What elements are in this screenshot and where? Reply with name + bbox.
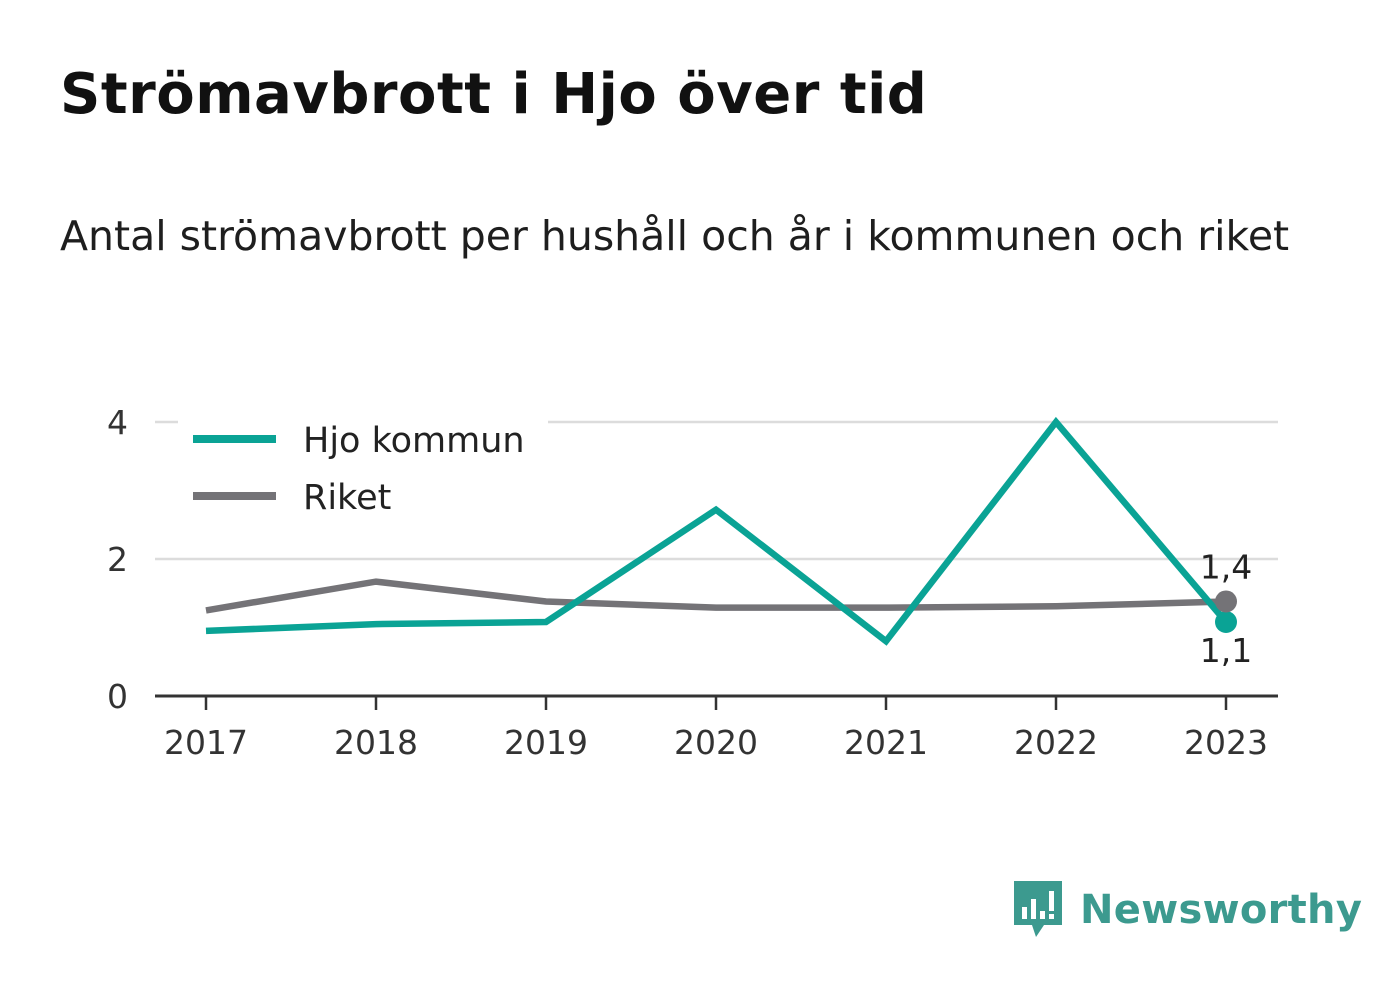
newsworthy-brand: Newsworthy — [1010, 878, 1362, 942]
legend-label-riket: Riket — [303, 478, 391, 518]
x-tick-label-2019: 2019 — [504, 723, 588, 762]
brand-name: Newsworthy — [1080, 887, 1363, 933]
newsworthy-logo-icon — [1014, 881, 1062, 937]
chart-subtitle: Antal strömavbrott per hushåll och år i … — [60, 212, 1290, 260]
legend-label-hjo-kommun: Hjo kommun — [303, 421, 525, 461]
end-marker-hjo-kommun — [1215, 611, 1237, 634]
chart-title: Strömavbrott i Hjo över tid — [60, 62, 928, 127]
x-tick-label-2023: 2023 — [1184, 723, 1268, 762]
axes: 0 2 4 2017 2018 2019 2020 2021 2022 2023 — [107, 403, 1278, 762]
end-label-hjo-kommun: 1,1 — [1200, 631, 1252, 670]
x-tick-label-2020: 2020 — [674, 723, 758, 762]
x-tick-label-2018: 2018 — [334, 723, 418, 762]
end-labels: 1,1 1,4 — [1200, 547, 1252, 670]
series-line-hjo-kommun — [205, 416, 1229, 646]
end-marker-riket — [1215, 590, 1237, 613]
x-tick-label-2017: 2017 — [164, 723, 248, 762]
y-tick-label-0: 0 — [107, 677, 128, 716]
series-line-riket — [205, 578, 1227, 614]
y-tick-label-2: 2 — [107, 540, 128, 579]
x-tick-label-2021: 2021 — [844, 723, 928, 762]
series-lines — [205, 416, 1229, 646]
x-tick-label-2022: 2022 — [1014, 723, 1098, 762]
y-tick-label-4: 4 — [107, 403, 128, 442]
end-label-riket: 1,4 — [1200, 547, 1252, 586]
legend: Hjo kommun Riket — [178, 418, 548, 528]
